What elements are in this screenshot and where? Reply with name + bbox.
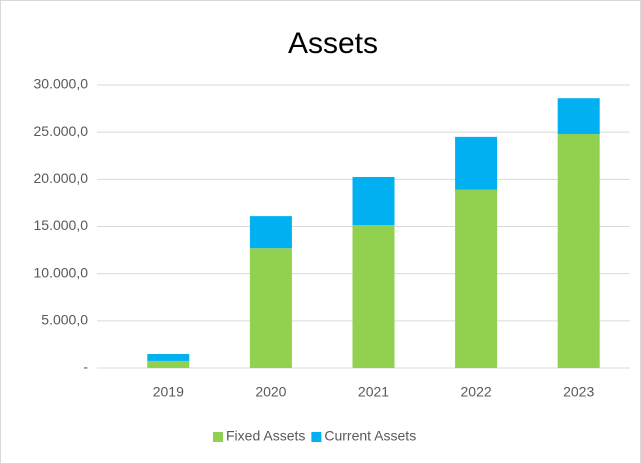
- x-tick-label: 2021: [358, 384, 389, 400]
- bar-segment: [352, 176, 395, 226]
- y-tick-label: 10.000,0: [34, 264, 89, 280]
- bar-segment: [455, 136, 498, 190]
- bar-segment: [147, 354, 190, 361]
- bar-segment: [455, 189, 498, 368]
- x-tick-label: 2019: [153, 384, 184, 400]
- bar-segment: [249, 248, 292, 368]
- legend-swatch: [311, 432, 322, 442]
- y-tick-label: 15.000,0: [34, 217, 89, 233]
- x-tick-label: 2023: [563, 384, 594, 400]
- legend-label: Fixed Assets: [226, 428, 305, 444]
- y-tick-label: 5.000,0: [41, 312, 88, 328]
- y-tick-label: 25.000,0: [34, 123, 89, 139]
- legend-label: Current Assets: [324, 428, 416, 444]
- y-tick-label: -: [83, 359, 88, 375]
- chart-title: Assets: [288, 27, 378, 60]
- x-tick-label: 2020: [255, 384, 286, 400]
- legend-swatch: [213, 432, 223, 442]
- bar-segment: [557, 134, 600, 368]
- y-tick-label: 20.000,0: [34, 170, 89, 186]
- bar-segment: [147, 360, 190, 368]
- bar-segment: [249, 216, 292, 249]
- y-tick-label: 30.000,0: [34, 76, 89, 92]
- bar-segment: [352, 225, 395, 368]
- x-tick-label: 2022: [461, 384, 492, 400]
- bar-segment: [557, 98, 600, 135]
